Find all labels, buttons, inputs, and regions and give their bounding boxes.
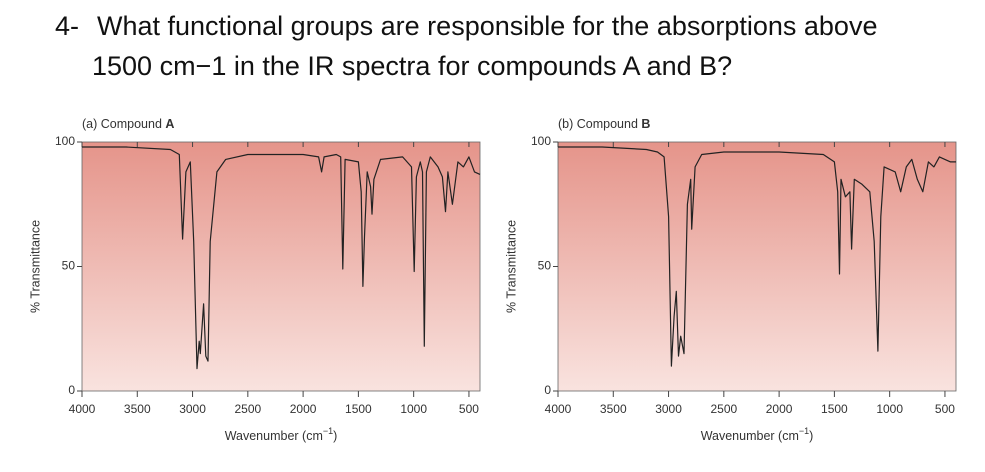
x-tick-label: 500 bbox=[459, 402, 479, 416]
title-compound: B bbox=[641, 117, 650, 131]
spectrum-line bbox=[82, 146, 481, 370]
question-line: 1500 cm−1 in the IR spectra for compound… bbox=[92, 51, 732, 81]
x-tick-label: 4000 bbox=[545, 402, 572, 416]
x-label-text: Wavenumber (cm bbox=[701, 429, 799, 443]
question-line: What functional groups are responsible f… bbox=[97, 11, 877, 41]
x-tick-label: 3000 bbox=[179, 402, 206, 416]
x-label-sup: −1 bbox=[323, 426, 333, 436]
x-label-end: ) bbox=[333, 429, 337, 443]
x-axis-label: Wavenumber (cm−1) bbox=[701, 426, 814, 443]
x-tick-label: 1000 bbox=[876, 402, 903, 416]
title-text: (a) Compound bbox=[82, 117, 162, 131]
x-tick-label: 3500 bbox=[600, 402, 627, 416]
chart: (a) Compound A 0 50 100 4000 3500 3000 2500 2000… bbox=[28, 117, 481, 443]
x-label-sup: −1 bbox=[799, 426, 809, 436]
title-text: (b) Compound bbox=[558, 117, 638, 131]
y-tick-label: 100 bbox=[531, 134, 551, 148]
y-tick-label: 50 bbox=[62, 259, 76, 273]
chart-title: (a) Compound A bbox=[82, 117, 174, 131]
y-tick-label: 100 bbox=[55, 134, 75, 148]
question-number: 4- bbox=[55, 11, 79, 41]
x-tick-label: 2500 bbox=[710, 402, 737, 416]
x-tick-label: 3000 bbox=[655, 402, 682, 416]
x-axis-label: Wavenumber (cm−1) bbox=[225, 426, 338, 443]
x-tick-label: 1500 bbox=[821, 402, 848, 416]
x-tick-label: 1500 bbox=[345, 402, 372, 416]
spectrum-line bbox=[558, 146, 956, 367]
plot-area bbox=[81, 141, 481, 392]
chart: (b) Compound B 0 50 100 4000 3500 3000 2500 2000… bbox=[504, 117, 957, 443]
x-tick-label: 4000 bbox=[69, 402, 96, 416]
chart-title: (b) Compound B bbox=[558, 117, 650, 131]
x-tick-label: 2000 bbox=[766, 402, 793, 416]
x-label-end: ) bbox=[809, 429, 813, 443]
plot-area bbox=[557, 141, 957, 392]
y-tick-label: 0 bbox=[68, 383, 75, 397]
x-tick-label: 1000 bbox=[400, 402, 427, 416]
y-axis-label: % Transmittance bbox=[504, 220, 518, 313]
y-tick-label: 0 bbox=[544, 383, 551, 397]
x-tick-label: 500 bbox=[935, 402, 955, 416]
x-tick-label: 3500 bbox=[124, 402, 151, 416]
x-label-text: Wavenumber (cm bbox=[225, 429, 323, 443]
y-axis-label: % Transmittance bbox=[28, 220, 42, 313]
x-tick-label: 2500 bbox=[234, 402, 261, 416]
title-compound: A bbox=[165, 117, 174, 131]
y-tick-label: 50 bbox=[538, 259, 552, 273]
x-tick-label: 2000 bbox=[290, 402, 317, 416]
